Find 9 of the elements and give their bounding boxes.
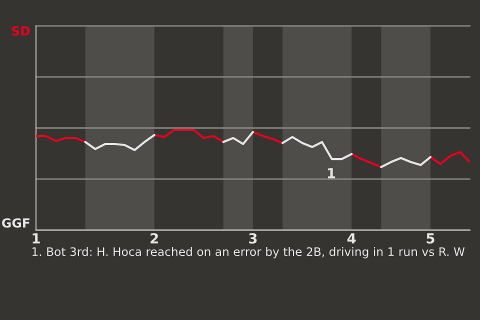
text: 1. Bot 3rd: H. Hoca reached on an error by the 2B, driving in 1 run vs R. W — [32, 247, 465, 258]
ref-line-label: SD — [12, 26, 30, 36]
ref-line-label: GGF — [2, 218, 30, 228]
x-tick-label: 3 — [249, 233, 257, 244]
annotation: 1 — [328, 168, 336, 178]
x-tick-label: 5 — [426, 233, 434, 244]
x-tick-label: 4 — [347, 233, 356, 244]
x-tick-label: 2 — [150, 233, 158, 244]
x-tick-label: 1 — [32, 233, 40, 244]
